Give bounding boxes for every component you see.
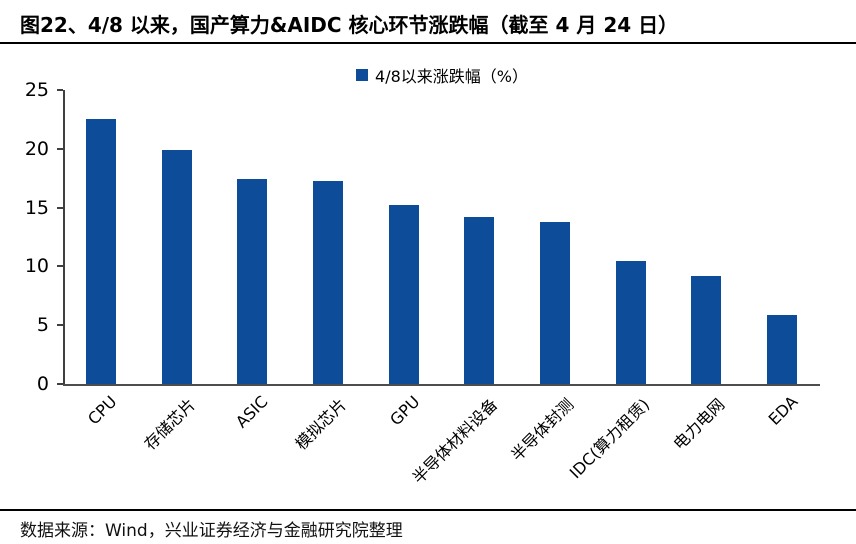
x-tick-label: GPU xyxy=(385,392,424,430)
bar xyxy=(464,217,495,384)
bar xyxy=(388,205,419,384)
x-tick-label: IDC(算力租赁) xyxy=(565,394,654,483)
legend-swatch xyxy=(356,69,369,81)
x-tick-label: 电力电网 xyxy=(670,394,729,454)
bar xyxy=(161,149,192,384)
x-tick-label: 半导体封测 xyxy=(507,394,578,465)
bar xyxy=(85,119,116,384)
footer-divider xyxy=(0,509,856,511)
y-tick-label: 5 xyxy=(36,314,49,337)
figure-title: 图22、4/8 以来，国产算力&AIDC 核心环节涨跌幅（截至 4 月 24 日… xyxy=(20,13,679,37)
data-source: 数据来源：Wind，兴业证券经济与金融研究院整理 xyxy=(20,521,403,541)
y-tick-label: 10 xyxy=(24,255,49,278)
y-tick-label: 25 xyxy=(24,79,49,101)
y-axis-tick xyxy=(57,206,63,209)
y-axis xyxy=(63,90,65,386)
bar xyxy=(691,275,722,384)
x-tick-label: 半导体材料设备 xyxy=(408,394,502,488)
x-tick-label: CPU xyxy=(83,392,121,429)
y-axis-tick xyxy=(57,383,63,385)
y-tick-label: 15 xyxy=(24,196,49,219)
x-tick-label: 模拟芯片 xyxy=(291,394,351,454)
x-axis xyxy=(63,384,820,386)
bar xyxy=(312,180,343,384)
y-axis-tick xyxy=(57,147,63,150)
bar xyxy=(615,260,646,384)
bar xyxy=(540,221,571,384)
x-tick-label: 存储芯片 xyxy=(140,394,199,454)
x-tick-label: ASIC xyxy=(232,392,272,432)
y-tick-label: 20 xyxy=(24,137,49,160)
x-tick-label: EDA xyxy=(764,392,802,429)
y-axis-tick xyxy=(57,324,63,327)
chart-legend: 4/8以来涨跌幅（%） xyxy=(356,63,528,87)
y-axis-tick xyxy=(57,89,63,91)
title-divider xyxy=(0,42,856,44)
bar xyxy=(237,179,268,384)
bar xyxy=(767,314,798,384)
y-axis-tick xyxy=(57,265,63,268)
legend-label: 4/8以来涨跌幅（%） xyxy=(375,67,528,86)
y-tick-label: 0 xyxy=(36,373,49,395)
